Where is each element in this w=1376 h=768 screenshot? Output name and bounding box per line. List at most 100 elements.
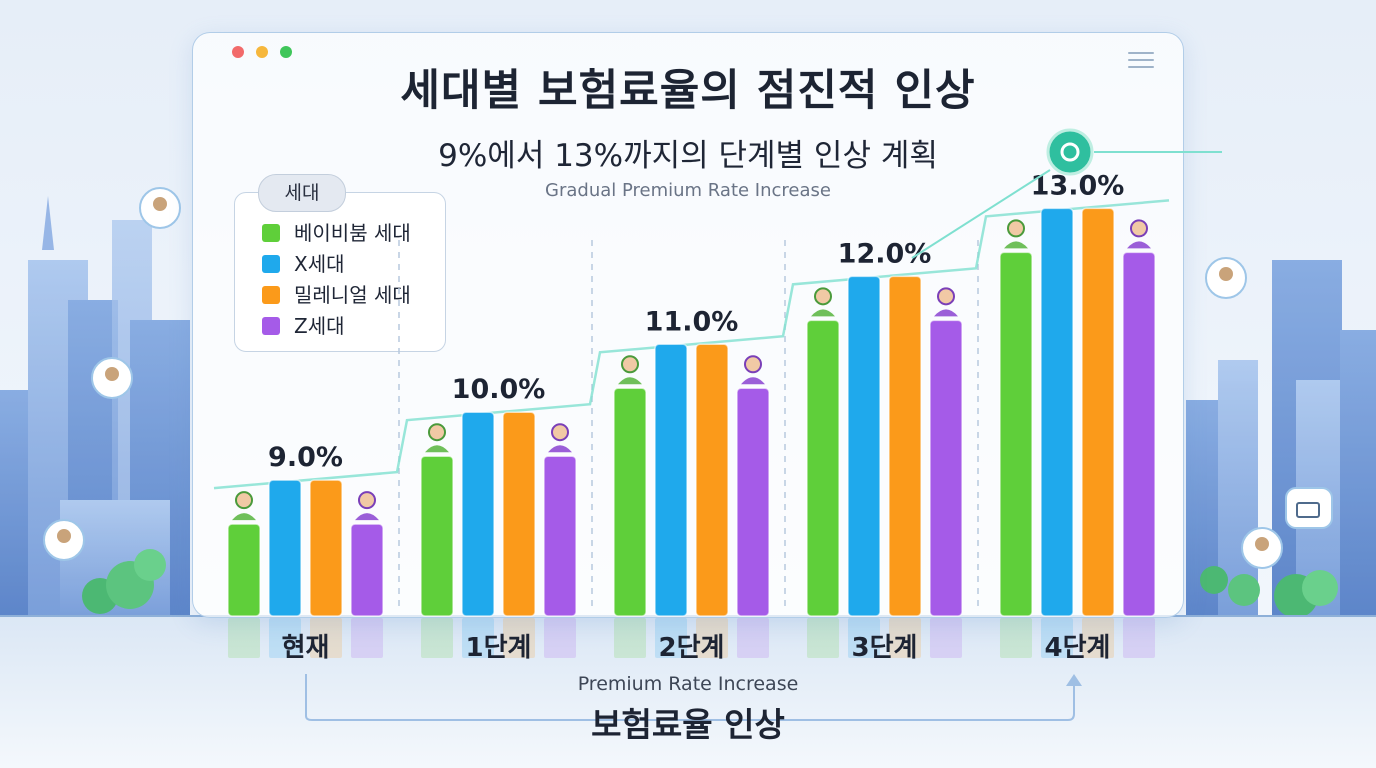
value-label: 13.0%	[1031, 170, 1125, 201]
footer-caption: Premium Rate Increase	[577, 673, 799, 695]
bar-reflection	[807, 618, 839, 658]
bar-3단계-0	[806, 319, 840, 617]
gear-icon-hub	[1060, 142, 1080, 162]
person-avatar-icon	[814, 287, 832, 306]
category-label: 1단계	[466, 633, 532, 663]
value-label: 12.0%	[838, 238, 932, 269]
bar-reflection	[1123, 618, 1155, 658]
floor	[0, 616, 1376, 768]
bar-2단계-2	[695, 343, 729, 617]
chart-icon	[1285, 487, 1333, 529]
bar-3단계-3	[929, 319, 963, 617]
person-avatar-icon	[937, 287, 955, 306]
bar-reflection	[930, 618, 962, 658]
value-label: 9.0%	[268, 442, 343, 473]
person-avatar-icon	[358, 491, 376, 510]
chart-title: 세대별 보험료율의 점진적 인상	[400, 66, 976, 116]
bar-3단계-2	[888, 275, 922, 617]
bar-reflection	[696, 618, 728, 658]
bar-reflection	[544, 618, 576, 658]
gear-icon	[1046, 128, 1094, 176]
value-label: 11.0%	[645, 306, 739, 337]
bar-현재-3	[350, 523, 384, 617]
person-body	[618, 377, 642, 385]
person-avatar-icon	[744, 355, 762, 374]
legend-swatch	[262, 317, 280, 335]
window-close-dot[interactable]	[232, 46, 244, 58]
footer-title: 보험료율 인상	[591, 705, 785, 744]
window-maximize-dot[interactable]	[280, 46, 292, 58]
bar-reflection	[351, 618, 383, 658]
chart-subtitle: 9%에서 13%까지의 단계별 인상 계획	[438, 138, 938, 174]
person-body	[1127, 241, 1151, 249]
person-avatar-icon	[621, 355, 639, 374]
bar-reflection	[503, 618, 535, 658]
bar-현재-0	[227, 523, 261, 617]
chart-caption: Gradual Premium Rate Increase	[545, 180, 831, 201]
bar-2단계-3	[736, 387, 770, 617]
bar-reflection	[889, 618, 921, 658]
bar-reflection	[1000, 618, 1032, 658]
bar-1단계-1	[461, 411, 495, 617]
bar-1단계-2	[502, 411, 536, 617]
person-body	[425, 445, 449, 453]
legend-title: 세대	[258, 174, 346, 212]
bar-reflection	[1082, 618, 1114, 658]
person-body	[548, 445, 572, 453]
bar-reflection	[737, 618, 769, 658]
legend-label: Z세대	[294, 314, 345, 338]
bar-1단계-0	[420, 455, 454, 617]
person-body	[811, 309, 835, 317]
rise-arrow	[305, 674, 1075, 721]
legend-swatch	[262, 255, 280, 273]
bar-4단계-1	[1040, 207, 1074, 617]
bar-4단계-3	[1122, 251, 1156, 617]
legend-label: 베이비붐 세대	[294, 221, 411, 245]
person-body	[1004, 241, 1028, 249]
legend-swatch	[262, 224, 280, 242]
bar-4단계-2	[1081, 207, 1115, 617]
bar-4단계-0	[999, 251, 1033, 617]
bar-reflection	[655, 618, 687, 658]
bar-reflection	[614, 618, 646, 658]
window-minimize-dot[interactable]	[256, 46, 268, 58]
bar-2단계-1	[654, 343, 688, 617]
bar-reflection	[421, 618, 453, 658]
floating-avatars	[43, 187, 1283, 569]
person-avatar-icon	[428, 423, 446, 442]
bar-3단계-1	[847, 275, 881, 617]
person-body	[934, 309, 958, 317]
bar-현재-2	[309, 479, 343, 617]
gear-connector	[911, 169, 1051, 259]
value-label: 10.0%	[452, 374, 546, 405]
legend-label: 밀레니얼 세대	[294, 283, 411, 307]
bar-reflection	[848, 618, 880, 658]
person-avatar-icon	[235, 491, 253, 510]
bar-현재-1	[268, 479, 302, 617]
menu-icon[interactable]	[1128, 52, 1154, 68]
legend-swatch	[262, 286, 280, 304]
bar-1단계-3	[543, 455, 577, 617]
person-body	[741, 377, 765, 385]
category-label: 현재	[282, 633, 330, 663]
person-body	[232, 513, 256, 521]
trend-line	[213, 199, 1170, 490]
category-label: 2단계	[659, 633, 725, 663]
bar-reflection	[228, 618, 260, 658]
person-avatar-icon	[1130, 219, 1148, 238]
bar-reflection	[269, 618, 301, 658]
category-label: 4단계	[1045, 633, 1111, 663]
person-avatar-icon	[551, 423, 569, 442]
trees	[82, 549, 1338, 618]
bar-reflection	[1041, 618, 1073, 658]
person-avatar-icon	[1007, 219, 1025, 238]
bar-reflection	[310, 618, 342, 658]
person-body	[355, 513, 379, 521]
arrow-up-icon	[1066, 674, 1082, 686]
category-label: 3단계	[852, 633, 918, 663]
bar-2단계-0	[613, 387, 647, 617]
legend-label: X세대	[294, 252, 345, 276]
bar-reflection	[462, 618, 494, 658]
